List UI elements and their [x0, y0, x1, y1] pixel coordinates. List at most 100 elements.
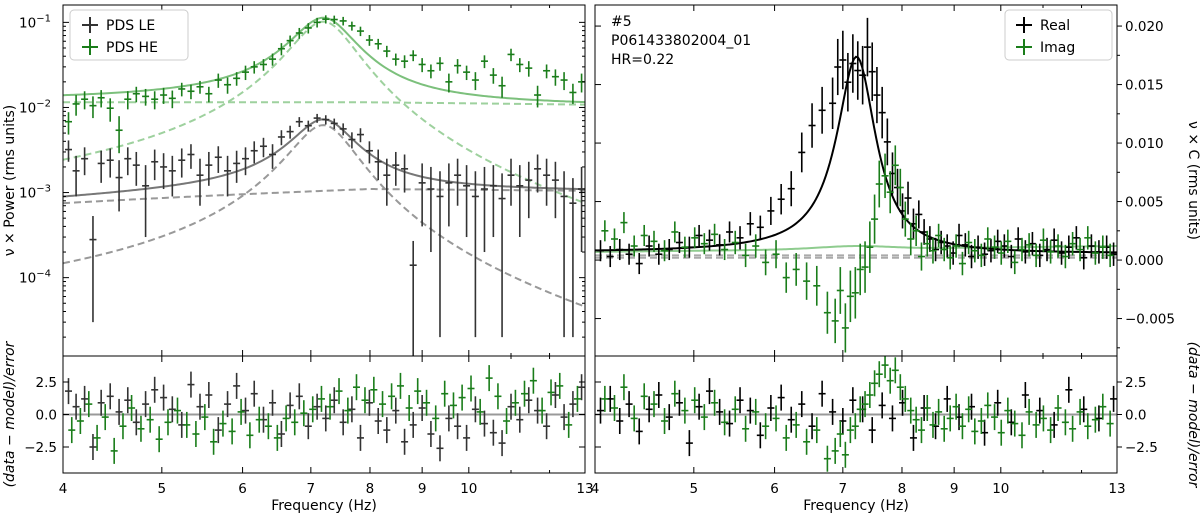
data-point	[516, 165, 524, 238]
legend: Real Imag	[1004, 9, 1113, 61]
data-point	[277, 43, 285, 56]
residual-point	[291, 409, 299, 436]
data-point	[151, 91, 159, 110]
data-point	[1084, 226, 1092, 250]
residual-point	[1080, 396, 1088, 423]
data-point	[168, 155, 176, 197]
data-point	[836, 267, 844, 314]
residual-point	[901, 385, 909, 412]
residual-point	[543, 413, 551, 440]
residual-point	[409, 411, 417, 438]
y-tick-label: 10−3	[19, 184, 51, 202]
residual-point	[875, 361, 883, 388]
data-point	[891, 145, 899, 186]
residual-point	[365, 389, 373, 416]
residual-point	[300, 400, 308, 427]
x-tick-label: 6	[770, 481, 779, 497]
data-point	[196, 80, 204, 94]
data-point	[365, 35, 373, 46]
data-point	[356, 26, 364, 37]
data-point	[831, 298, 839, 344]
data-point	[691, 227, 699, 249]
data-point	[72, 95, 80, 116]
data-point	[214, 146, 222, 173]
legend: PDS LE PDS HE	[69, 9, 189, 61]
data-point	[881, 153, 889, 199]
residual-point	[742, 415, 750, 442]
data-point	[792, 253, 800, 286]
data-point	[106, 98, 114, 122]
residual-point	[142, 391, 150, 418]
data-point	[901, 201, 909, 237]
data-point	[330, 15, 338, 24]
data-point	[383, 158, 391, 206]
data-point	[878, 86, 886, 139]
data-point	[716, 234, 724, 256]
data-point	[630, 235, 638, 257]
residual-point	[1099, 393, 1107, 420]
residual-point	[1061, 409, 1069, 436]
data-point	[454, 158, 462, 206]
x-tick-label: 9	[418, 481, 427, 497]
x-axis-label: Frequency (Hz)	[271, 498, 377, 514]
residual-point	[432, 405, 440, 432]
y-tick-label: −2.5	[1125, 440, 1158, 456]
residual-point	[620, 374, 628, 401]
data-point	[940, 237, 948, 262]
data-point	[89, 216, 97, 323]
data-point	[339, 16, 347, 26]
data-point	[661, 240, 669, 262]
data-point	[427, 166, 435, 253]
data-point	[498, 173, 506, 338]
data-point	[551, 69, 559, 86]
data-point	[859, 45, 867, 105]
residual-point	[721, 409, 729, 436]
residual-point	[124, 387, 132, 414]
data-point	[844, 52, 852, 112]
imag-model	[595, 244, 1117, 253]
data-point	[977, 243, 985, 268]
residual-point	[923, 395, 931, 421]
residual-point	[233, 372, 241, 399]
residual-point	[317, 385, 325, 412]
residual-point	[187, 371, 195, 398]
data-point	[160, 153, 168, 190]
residual-point	[160, 384, 168, 411]
residual-point	[151, 376, 159, 403]
data-point	[560, 72, 568, 91]
residual-point	[370, 376, 378, 403]
residual-point	[878, 392, 886, 419]
residual-point	[219, 410, 227, 437]
total-model-HE	[63, 16, 585, 104]
residual-point	[831, 437, 839, 464]
data-point	[711, 223, 719, 245]
data-point	[834, 38, 842, 96]
data-point	[525, 61, 533, 77]
residual-point	[471, 396, 479, 423]
data-point	[151, 149, 159, 181]
x-tick-label: 6	[238, 481, 247, 497]
data-point	[620, 212, 628, 234]
residual-point	[977, 408, 985, 434]
data-point	[883, 118, 891, 166]
residual-point	[772, 405, 780, 432]
y-axis-label: (data − model)/error	[1185, 342, 1200, 489]
data-point	[625, 243, 633, 265]
data-point	[196, 158, 204, 206]
residual-point	[952, 393, 960, 420]
residual-point	[192, 421, 200, 447]
data-point	[912, 215, 920, 247]
data-point	[401, 55, 409, 69]
residual-point	[610, 395, 618, 421]
data-point	[569, 178, 577, 338]
x-tick-label: 10	[992, 481, 1009, 497]
data-point	[178, 148, 186, 178]
data-point	[841, 303, 849, 353]
residual-point	[912, 406, 920, 433]
data-point	[1087, 234, 1095, 258]
residual-point	[856, 396, 864, 423]
residual-point	[538, 397, 546, 424]
data-point	[259, 137, 267, 158]
data-point	[861, 241, 869, 293]
residual-point	[445, 405, 453, 432]
